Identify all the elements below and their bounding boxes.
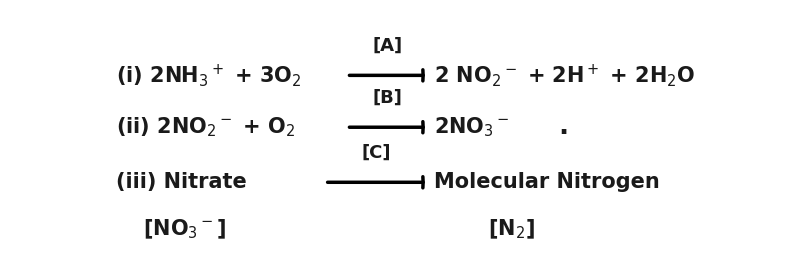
Text: [N$_2$]: [N$_2$] bbox=[487, 217, 535, 241]
Text: (i) 2NH$_3$$^+$ + 3O$_2$: (i) 2NH$_3$$^+$ + 3O$_2$ bbox=[116, 62, 301, 89]
Text: [A]: [A] bbox=[372, 37, 402, 55]
Text: (ii) 2NO$_2$$^-$ + O$_2$: (ii) 2NO$_2$$^-$ + O$_2$ bbox=[116, 116, 295, 139]
Text: (iii) Nitrate: (iii) Nitrate bbox=[116, 172, 247, 192]
Text: 2 NO$_2$$^-$ + 2H$^+$ + 2H$_2$O: 2 NO$_2$$^-$ + 2H$^+$ + 2H$_2$O bbox=[434, 62, 695, 89]
Text: 2NO$_3$$^-$: 2NO$_3$$^-$ bbox=[434, 116, 509, 139]
Text: [C]: [C] bbox=[361, 144, 390, 162]
Text: Molecular Nitrogen: Molecular Nitrogen bbox=[434, 172, 658, 192]
Text: .: . bbox=[558, 114, 568, 140]
Text: [B]: [B] bbox=[372, 89, 402, 107]
Text: [NO$_3$$^-$]: [NO$_3$$^-$] bbox=[143, 217, 226, 241]
